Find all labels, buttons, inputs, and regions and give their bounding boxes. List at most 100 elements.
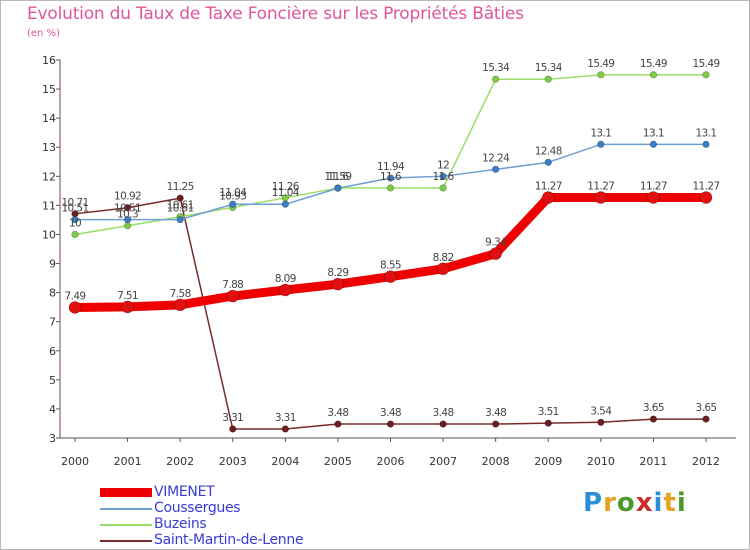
y-tick-label: 6 (49, 345, 56, 358)
data-label: 11.26 (272, 181, 300, 193)
y-tick-label: 15 (42, 83, 56, 96)
logo-letter: x (635, 488, 654, 518)
axis-dot (59, 304, 61, 306)
x-tick-label: 2001 (114, 455, 142, 468)
axis-dot (59, 374, 61, 376)
data-label: 3.65 (643, 402, 664, 414)
axis-dot (59, 136, 61, 138)
data-point (173, 298, 187, 312)
y-tick-label: 8 (49, 287, 56, 300)
x-tick-label: 2000 (61, 455, 89, 468)
data-point (71, 230, 79, 239)
data-point (123, 222, 132, 230)
y-tick-label: 16 (42, 54, 56, 67)
y-tick-label: 4 (49, 403, 56, 416)
data-point (492, 165, 500, 173)
axis-dot (59, 269, 61, 271)
data-point (281, 425, 289, 433)
data-point (597, 140, 605, 148)
axis-dot (59, 122, 61, 124)
axis-dot (59, 255, 61, 257)
axis-dot (59, 234, 61, 236)
data-label: 12.24 (482, 152, 510, 164)
axis-dot (59, 290, 61, 292)
data-point (544, 158, 552, 166)
data-point (386, 184, 395, 192)
data-point (492, 75, 500, 83)
data-label: 3.31 (222, 412, 243, 424)
axis-dot (59, 59, 61, 61)
data-label: 3.48 (327, 407, 348, 419)
axis-dot (59, 360, 61, 362)
y-tick-label: 14 (42, 112, 56, 125)
x-tick-label: 2008 (482, 455, 510, 468)
x-tick-label: 2004 (271, 455, 299, 468)
data-point (384, 270, 397, 283)
data-point (123, 204, 132, 212)
series-line-saint-martin-de-lenne (74, 197, 707, 430)
data-label: 8.55 (380, 260, 401, 272)
x-tick-label: 2011 (639, 455, 667, 468)
y-tick-label: 13 (42, 141, 56, 154)
data-label: 10.3 (117, 209, 138, 221)
data-label: 12.48 (535, 145, 562, 157)
axis-dot (59, 220, 61, 222)
data-point (121, 300, 134, 314)
x-tick-label: 2006 (377, 455, 405, 468)
data-label: 8.29 (327, 267, 348, 279)
y-tick-label: 5 (49, 374, 56, 387)
x-tick-label: 2010 (587, 455, 615, 468)
data-label: 3.51 (538, 406, 559, 418)
data-label: 7.58 (170, 288, 191, 300)
chart-title: Evolution du Taux de Taxe Foncière sur l… (27, 4, 524, 24)
data-point (68, 301, 82, 314)
data-label: 12 (437, 159, 449, 171)
data-label: 11.94 (377, 161, 405, 173)
axis-dot (59, 157, 61, 159)
data-label: 7.51 (117, 290, 138, 302)
data-label: 3.31 (275, 412, 296, 424)
data-point (279, 283, 292, 297)
data-label: 11.27 (692, 181, 719, 193)
data-point (594, 191, 608, 204)
data-label: 3.48 (433, 407, 454, 419)
data-label: 11.6 (433, 171, 455, 183)
data-point (334, 420, 342, 428)
data-label: 8.09 (275, 273, 296, 285)
data-point (492, 420, 500, 428)
data-point (281, 200, 289, 208)
data-point (229, 200, 237, 208)
x-tick-label: 2002 (166, 455, 194, 468)
data-label: 10.92 (114, 191, 141, 203)
data-label: 15.49 (640, 58, 667, 70)
data-label: 10.71 (61, 197, 88, 209)
data-point (386, 174, 395, 182)
axis-dot (59, 227, 61, 229)
axis-dot (59, 276, 61, 278)
axis-dot (59, 199, 61, 201)
x-tick-label: 2007 (429, 455, 457, 468)
axis-dot (59, 66, 61, 68)
data-label: 3.48 (380, 407, 401, 419)
axis-dot (59, 115, 61, 117)
axis-dot (59, 241, 61, 243)
data-point (386, 420, 395, 428)
axis-dot (59, 395, 61, 397)
axis-dot (59, 332, 61, 334)
proxiti-logo: Proxiti (583, 488, 687, 518)
data-point (439, 184, 447, 192)
data-label: 13.1 (696, 127, 717, 139)
axis-dot (59, 73, 61, 75)
axis-dot (59, 143, 61, 145)
y-tick-label: 10 (42, 228, 56, 241)
axis-dot (59, 346, 61, 348)
data-label: 3.48 (485, 407, 506, 419)
data-point (702, 415, 710, 423)
axis-dot (59, 297, 61, 299)
logo-letter: P (583, 488, 604, 518)
y-tick-label: 3 (49, 432, 56, 445)
axis-dot (59, 213, 61, 215)
data-label: 11.6 (380, 171, 402, 183)
data-point (649, 140, 658, 148)
